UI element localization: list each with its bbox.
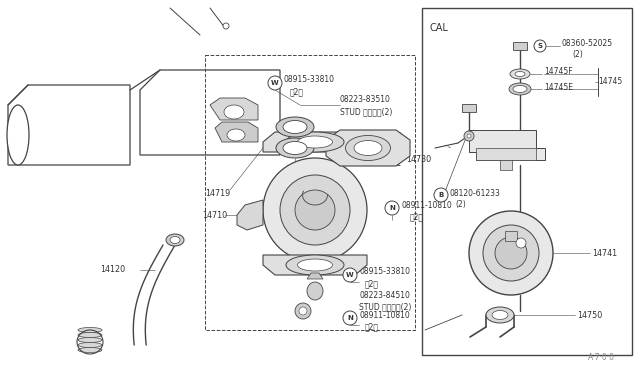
Polygon shape bbox=[513, 42, 527, 50]
Circle shape bbox=[534, 40, 546, 52]
Circle shape bbox=[295, 190, 335, 230]
Circle shape bbox=[467, 134, 471, 138]
Circle shape bbox=[268, 76, 282, 90]
Circle shape bbox=[385, 201, 399, 215]
Text: (2): (2) bbox=[572, 49, 583, 58]
Circle shape bbox=[464, 131, 474, 141]
Text: （2）: （2） bbox=[365, 279, 379, 289]
Ellipse shape bbox=[78, 333, 102, 337]
Ellipse shape bbox=[286, 132, 344, 152]
Text: 14745F: 14745F bbox=[544, 67, 573, 77]
Bar bbox=[422, 8, 632, 355]
Text: 08120-61233: 08120-61233 bbox=[450, 189, 501, 198]
Ellipse shape bbox=[227, 129, 245, 141]
Circle shape bbox=[469, 211, 553, 295]
Text: 08911-10810: 08911-10810 bbox=[359, 311, 410, 320]
Ellipse shape bbox=[78, 343, 102, 347]
Polygon shape bbox=[210, 98, 258, 120]
Ellipse shape bbox=[509, 83, 531, 95]
Text: 14710: 14710 bbox=[202, 211, 227, 219]
Ellipse shape bbox=[286, 255, 344, 275]
Text: 14745E: 14745E bbox=[544, 83, 573, 92]
Ellipse shape bbox=[298, 136, 333, 148]
Polygon shape bbox=[263, 132, 367, 152]
Text: （2）: （2） bbox=[365, 323, 379, 331]
Text: 14719: 14719 bbox=[205, 189, 230, 198]
Text: (2): (2) bbox=[455, 201, 466, 209]
Text: （2）: （2） bbox=[290, 87, 304, 96]
Text: CAL: CAL bbox=[430, 23, 449, 33]
Polygon shape bbox=[307, 273, 323, 279]
Text: 08915-33810: 08915-33810 bbox=[284, 76, 335, 84]
Circle shape bbox=[343, 311, 357, 325]
Text: N: N bbox=[389, 205, 395, 211]
Text: STUD スタッド(2): STUD スタッド(2) bbox=[340, 108, 392, 116]
Polygon shape bbox=[500, 160, 512, 170]
Ellipse shape bbox=[510, 69, 530, 79]
Text: 14730: 14730 bbox=[406, 154, 431, 164]
Text: 14741: 14741 bbox=[592, 248, 617, 257]
Circle shape bbox=[343, 268, 357, 282]
Bar bbox=[476, 148, 536, 160]
Polygon shape bbox=[469, 130, 545, 160]
Text: W: W bbox=[271, 80, 279, 86]
Text: 14750: 14750 bbox=[577, 311, 602, 320]
Ellipse shape bbox=[276, 138, 314, 158]
Ellipse shape bbox=[224, 105, 244, 119]
Ellipse shape bbox=[298, 259, 333, 271]
Text: （2）: （2） bbox=[410, 212, 424, 221]
Circle shape bbox=[516, 238, 526, 248]
Ellipse shape bbox=[283, 121, 307, 134]
Circle shape bbox=[434, 188, 448, 202]
Text: 14711: 14711 bbox=[376, 158, 401, 167]
Text: 08223-83510: 08223-83510 bbox=[340, 96, 391, 105]
Ellipse shape bbox=[78, 327, 102, 333]
Circle shape bbox=[299, 307, 307, 315]
Text: 08223-84510: 08223-84510 bbox=[359, 291, 410, 299]
Ellipse shape bbox=[166, 234, 184, 246]
Ellipse shape bbox=[307, 282, 323, 300]
Ellipse shape bbox=[346, 135, 390, 160]
Ellipse shape bbox=[515, 71, 525, 77]
Ellipse shape bbox=[170, 237, 180, 244]
Polygon shape bbox=[140, 70, 280, 155]
Polygon shape bbox=[462, 104, 476, 112]
Ellipse shape bbox=[283, 141, 307, 154]
Text: 14745: 14745 bbox=[598, 77, 622, 87]
Circle shape bbox=[263, 158, 367, 262]
Ellipse shape bbox=[7, 105, 29, 165]
Bar bbox=[505, 231, 517, 241]
Circle shape bbox=[280, 175, 350, 245]
Ellipse shape bbox=[354, 141, 382, 155]
Text: N: N bbox=[347, 315, 353, 321]
Circle shape bbox=[223, 23, 229, 29]
Polygon shape bbox=[237, 200, 263, 230]
Text: S: S bbox=[538, 43, 543, 49]
Ellipse shape bbox=[513, 86, 527, 93]
Polygon shape bbox=[215, 122, 258, 142]
Circle shape bbox=[483, 225, 539, 281]
Ellipse shape bbox=[276, 117, 314, 137]
Text: A·7·0·0: A·7·0·0 bbox=[588, 353, 615, 362]
Text: 08911-10810: 08911-10810 bbox=[401, 201, 452, 209]
Ellipse shape bbox=[492, 311, 508, 320]
Polygon shape bbox=[8, 85, 130, 165]
Text: W: W bbox=[346, 272, 354, 278]
Text: STUD スタッド(2): STUD スタッド(2) bbox=[359, 302, 412, 311]
Ellipse shape bbox=[486, 307, 514, 323]
Text: 14120: 14120 bbox=[100, 266, 125, 275]
Text: 08360-52025: 08360-52025 bbox=[562, 39, 613, 48]
Polygon shape bbox=[326, 130, 410, 166]
Circle shape bbox=[495, 237, 527, 269]
Circle shape bbox=[295, 303, 311, 319]
Text: B: B bbox=[438, 192, 444, 198]
Polygon shape bbox=[263, 255, 367, 275]
Text: 08915-33810: 08915-33810 bbox=[359, 267, 410, 276]
Ellipse shape bbox=[78, 337, 102, 343]
Ellipse shape bbox=[78, 347, 102, 353]
Text: 14719: 14719 bbox=[276, 173, 301, 183]
